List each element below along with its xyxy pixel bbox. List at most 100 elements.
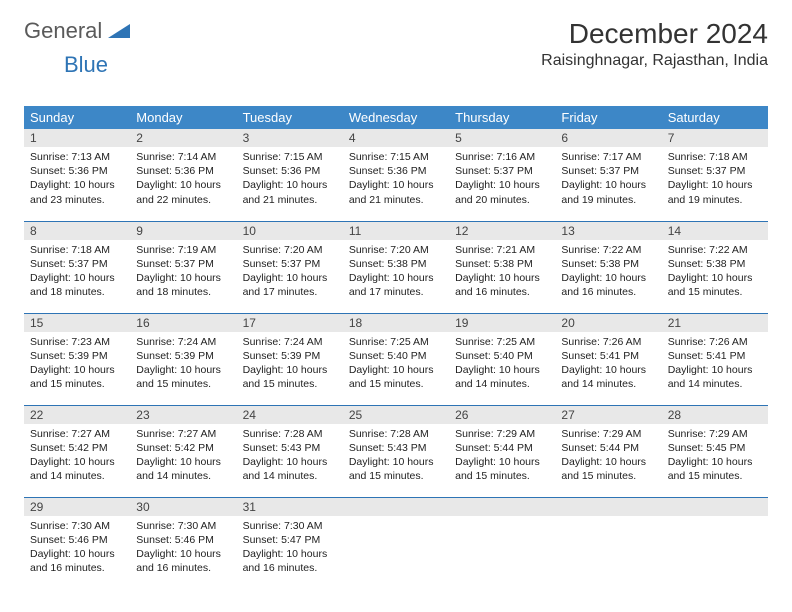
calendar-day-cell: 15Sunrise: 7:23 AMSunset: 5:39 PMDayligh… [24, 313, 130, 405]
weekday-header: Thursday [449, 106, 555, 129]
day-detail-line: Sunset: 5:39 PM [136, 349, 230, 363]
day-detail-line: Sunset: 5:38 PM [668, 257, 762, 271]
calendar-day-cell: 9Sunrise: 7:19 AMSunset: 5:37 PMDaylight… [130, 221, 236, 313]
day-detail-line: Daylight: 10 hours [349, 363, 443, 377]
day-detail-line: Daylight: 10 hours [668, 178, 762, 192]
day-number: 13 [555, 222, 661, 240]
calendar-week-row: 1Sunrise: 7:13 AMSunset: 5:36 PMDaylight… [24, 129, 768, 221]
day-detail-line: and 23 minutes. [30, 193, 124, 207]
day-detail-line: Sunset: 5:39 PM [243, 349, 337, 363]
calendar-day-cell: 2Sunrise: 7:14 AMSunset: 5:36 PMDaylight… [130, 129, 236, 221]
calendar-day-cell: 28Sunrise: 7:29 AMSunset: 5:45 PMDayligh… [662, 405, 768, 497]
calendar-day-cell: 3Sunrise: 7:15 AMSunset: 5:36 PMDaylight… [237, 129, 343, 221]
day-detail-line: Daylight: 10 hours [243, 455, 337, 469]
day-detail-line: Sunrise: 7:18 AM [668, 150, 762, 164]
calendar-week-row: 22Sunrise: 7:27 AMSunset: 5:42 PMDayligh… [24, 405, 768, 497]
day-detail-line: Daylight: 10 hours [668, 455, 762, 469]
day-details [555, 516, 661, 525]
day-detail-line: and 15 minutes. [668, 285, 762, 299]
calendar-day-cell: 17Sunrise: 7:24 AMSunset: 5:39 PMDayligh… [237, 313, 343, 405]
day-details: Sunrise: 7:28 AMSunset: 5:43 PMDaylight:… [237, 424, 343, 490]
day-details: Sunrise: 7:24 AMSunset: 5:39 PMDaylight:… [237, 332, 343, 398]
calendar-day-cell: 6Sunrise: 7:17 AMSunset: 5:37 PMDaylight… [555, 129, 661, 221]
day-detail-line: Sunrise: 7:29 AM [668, 427, 762, 441]
calendar-week-row: 15Sunrise: 7:23 AMSunset: 5:39 PMDayligh… [24, 313, 768, 405]
day-detail-line: Sunrise: 7:24 AM [243, 335, 337, 349]
day-number: 30 [130, 498, 236, 516]
day-details: Sunrise: 7:18 AMSunset: 5:37 PMDaylight:… [662, 147, 768, 213]
day-detail-line: Daylight: 10 hours [136, 363, 230, 377]
day-detail-line: and 15 minutes. [349, 469, 443, 483]
calendar-day-cell: 29Sunrise: 7:30 AMSunset: 5:46 PMDayligh… [24, 497, 130, 589]
day-detail-line: and 14 minutes. [30, 469, 124, 483]
day-detail-line: Sunrise: 7:26 AM [561, 335, 655, 349]
day-detail-line: Sunrise: 7:21 AM [455, 243, 549, 257]
day-details: Sunrise: 7:16 AMSunset: 5:37 PMDaylight:… [449, 147, 555, 213]
day-details: Sunrise: 7:30 AMSunset: 5:46 PMDaylight:… [130, 516, 236, 582]
day-number: 22 [24, 406, 130, 424]
day-detail-line: Daylight: 10 hours [561, 363, 655, 377]
calendar-day-cell: 21Sunrise: 7:26 AMSunset: 5:41 PMDayligh… [662, 313, 768, 405]
day-detail-line: Sunset: 5:40 PM [455, 349, 549, 363]
day-detail-line: Sunset: 5:37 PM [136, 257, 230, 271]
day-detail-line: Sunrise: 7:28 AM [243, 427, 337, 441]
day-detail-line: and 15 minutes. [561, 469, 655, 483]
day-detail-line: and 20 minutes. [455, 193, 549, 207]
month-title: December 2024 [541, 18, 768, 50]
day-number: 4 [343, 129, 449, 147]
day-detail-line: Sunrise: 7:26 AM [668, 335, 762, 349]
day-detail-line: Daylight: 10 hours [561, 178, 655, 192]
calendar-day-cell: 13Sunrise: 7:22 AMSunset: 5:38 PMDayligh… [555, 221, 661, 313]
day-details: Sunrise: 7:29 AMSunset: 5:44 PMDaylight:… [449, 424, 555, 490]
day-details: Sunrise: 7:19 AMSunset: 5:37 PMDaylight:… [130, 240, 236, 306]
day-detail-line: Sunrise: 7:28 AM [349, 427, 443, 441]
day-detail-line: and 22 minutes. [136, 193, 230, 207]
day-detail-line: Sunrise: 7:22 AM [561, 243, 655, 257]
day-detail-line: Sunset: 5:38 PM [349, 257, 443, 271]
logo-text-blue: Blue [64, 52, 768, 78]
day-details: Sunrise: 7:30 AMSunset: 5:46 PMDaylight:… [24, 516, 130, 582]
day-detail-line: and 21 minutes. [243, 193, 337, 207]
calendar-day-cell: 4Sunrise: 7:15 AMSunset: 5:36 PMDaylight… [343, 129, 449, 221]
weekday-header: Monday [130, 106, 236, 129]
calendar-day-cell: 8Sunrise: 7:18 AMSunset: 5:37 PMDaylight… [24, 221, 130, 313]
day-details: Sunrise: 7:27 AMSunset: 5:42 PMDaylight:… [130, 424, 236, 490]
day-detail-line: and 15 minutes. [668, 469, 762, 483]
day-detail-line: Sunset: 5:36 PM [349, 164, 443, 178]
day-detail-line: Sunset: 5:42 PM [136, 441, 230, 455]
day-detail-line: Sunrise: 7:29 AM [561, 427, 655, 441]
day-detail-line: and 15 minutes. [136, 377, 230, 391]
day-detail-line: Sunrise: 7:15 AM [243, 150, 337, 164]
day-detail-line: Sunrise: 7:27 AM [30, 427, 124, 441]
day-detail-line: and 16 minutes. [136, 561, 230, 575]
day-details: Sunrise: 7:23 AMSunset: 5:39 PMDaylight:… [24, 332, 130, 398]
day-details: Sunrise: 7:22 AMSunset: 5:38 PMDaylight:… [662, 240, 768, 306]
day-detail-line: Sunrise: 7:20 AM [243, 243, 337, 257]
day-detail-line: and 18 minutes. [136, 285, 230, 299]
day-detail-line: Daylight: 10 hours [668, 271, 762, 285]
day-detail-line: Sunrise: 7:30 AM [243, 519, 337, 533]
day-number: 18 [343, 314, 449, 332]
day-detail-line: and 15 minutes. [243, 377, 337, 391]
day-detail-line: Daylight: 10 hours [243, 271, 337, 285]
day-detail-line: Daylight: 10 hours [30, 547, 124, 561]
day-details: Sunrise: 7:29 AMSunset: 5:44 PMDaylight:… [555, 424, 661, 490]
day-detail-line: Sunset: 5:36 PM [30, 164, 124, 178]
day-number: 15 [24, 314, 130, 332]
day-detail-line: and 14 minutes. [243, 469, 337, 483]
day-detail-line: and 17 minutes. [243, 285, 337, 299]
logo-text-general: General [24, 18, 102, 44]
day-detail-line: Sunrise: 7:18 AM [30, 243, 124, 257]
calendar-day-cell: 25Sunrise: 7:28 AMSunset: 5:43 PMDayligh… [343, 405, 449, 497]
day-detail-line: Sunset: 5:37 PM [30, 257, 124, 271]
weekday-header: Saturday [662, 106, 768, 129]
day-number: 16 [130, 314, 236, 332]
day-detail-line: Daylight: 10 hours [349, 271, 443, 285]
day-detail-line: and 16 minutes. [455, 285, 549, 299]
day-detail-line: Sunset: 5:43 PM [349, 441, 443, 455]
calendar-day-cell: 24Sunrise: 7:28 AMSunset: 5:43 PMDayligh… [237, 405, 343, 497]
calendar-day-cell: 1Sunrise: 7:13 AMSunset: 5:36 PMDaylight… [24, 129, 130, 221]
calendar-day-cell: 23Sunrise: 7:27 AMSunset: 5:42 PMDayligh… [130, 405, 236, 497]
calendar-day-cell [343, 497, 449, 589]
day-detail-line: Sunrise: 7:23 AM [30, 335, 124, 349]
